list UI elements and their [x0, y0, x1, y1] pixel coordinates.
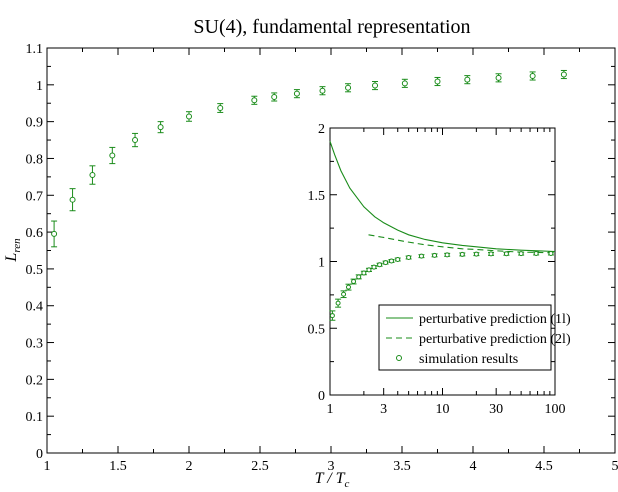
- data-point: [401, 80, 408, 87]
- data-point: [464, 76, 471, 83]
- inset-data-point: [533, 250, 539, 256]
- data-point: [560, 71, 567, 78]
- inset-x-axis: 1 3 10 30 100: [327, 128, 566, 417]
- main-x-axis-label: T / Tc: [315, 470, 350, 490]
- inset-data-point: [432, 252, 438, 258]
- x-tick-label: 3.5: [393, 459, 411, 474]
- inset-data-point: [341, 291, 347, 297]
- y-axis-label-main: L: [3, 253, 20, 263]
- inset-data-point: [351, 279, 357, 285]
- data-point: [495, 74, 502, 81]
- legend-label: simulation results: [419, 352, 518, 367]
- y-tick-label: 0.7: [26, 189, 44, 204]
- y-tick-label: 0.6: [26, 226, 44, 241]
- y-tick-label: 0.2: [26, 373, 44, 388]
- inset-data-point: [366, 267, 372, 273]
- data-point: [529, 72, 536, 79]
- data-point: [132, 137, 139, 144]
- x-axis-label-main: T / T: [315, 470, 346, 487]
- inset-data-point: [488, 251, 494, 257]
- y-tick-label: 0.5: [26, 263, 44, 278]
- inset-x-tick-label: 3: [380, 402, 387, 417]
- inset-data-points: [329, 250, 554, 321]
- inset-data-point: [459, 251, 465, 257]
- inset-data-point: [383, 260, 389, 266]
- data-point: [345, 84, 352, 91]
- data-point: [434, 78, 441, 85]
- inset-data-point: [371, 264, 377, 270]
- y-tick-label: 0.1: [26, 410, 44, 425]
- inset-x-tick-label: 30: [489, 402, 503, 417]
- chart-title: SU(4), fundamental representation: [193, 16, 470, 38]
- x-tick-label: 4.5: [535, 459, 553, 474]
- inset-data-point: [406, 254, 412, 260]
- data-point: [109, 152, 116, 159]
- data-point: [372, 82, 379, 89]
- inset-data-point: [356, 274, 362, 280]
- inset-data-point: [345, 284, 351, 290]
- legend-label: perturbative prediction (2l): [419, 332, 571, 347]
- inset-x-tick-label: 1: [327, 402, 334, 417]
- inset-data-point: [395, 256, 401, 262]
- legend-marker: [396, 355, 402, 361]
- inset-data-point: [444, 252, 450, 258]
- inset-data-point: [377, 262, 383, 268]
- inset-data-point: [418, 253, 424, 259]
- x-tick-label: 4: [470, 459, 477, 474]
- y-axis-label-subscript: ren: [11, 238, 23, 253]
- main-y-axis: 0 0.1 0.2 0.3 0.4 0.5 0.6 0.7 0.8 0.9 1 1.1: [26, 42, 615, 462]
- inset-x-tick-label: 10: [436, 402, 450, 417]
- data-point: [89, 172, 96, 179]
- inset-data-point: [361, 270, 367, 276]
- inset-legend: perturbative prediction (1l) perturbative…: [378, 304, 571, 371]
- y-tick-label: 1.1: [26, 42, 44, 57]
- x-tick-label: 5: [612, 459, 618, 474]
- data-point: [293, 90, 300, 97]
- inset-y-tick-label: 1: [318, 256, 325, 271]
- data-point: [157, 124, 164, 131]
- main-x-axis: 1 1.5 2 2.5 3 3.5 4 4.5 5: [44, 48, 618, 474]
- inset-y-tick-label: 1.5: [308, 189, 326, 204]
- inset-data-point: [388, 258, 394, 264]
- inset-data-point: [329, 313, 335, 319]
- data-point: [186, 113, 192, 120]
- inset-curves: [329, 141, 556, 254]
- y-tick-label: 1: [36, 79, 43, 94]
- inset-y-tick-label: 2: [318, 122, 325, 137]
- main-y-axis-label: Lren: [3, 238, 23, 263]
- inset-data-point: [335, 300, 341, 306]
- data-point: [319, 87, 326, 94]
- legend-label: perturbative prediction (1l): [419, 312, 571, 327]
- inset-y-tick-label: 0: [318, 389, 325, 404]
- main-data-points: [51, 69, 567, 248]
- y-tick-label: 0.3: [26, 337, 44, 352]
- data-point: [271, 93, 278, 100]
- data-point: [217, 105, 224, 112]
- y-tick-label: 0: [36, 447, 43, 462]
- data-point: [51, 230, 58, 237]
- y-tick-label: 0.4: [26, 300, 44, 315]
- inset-data-point: [503, 251, 509, 257]
- inset-data-point: [548, 250, 554, 256]
- x-tick-label: 3: [328, 459, 335, 474]
- one-loop-prediction-line: [329, 141, 556, 253]
- x-tick-label: 1: [44, 459, 51, 474]
- y-tick-label: 0.9: [26, 116, 44, 131]
- two-loop-prediction-line: [368, 234, 556, 254]
- inset-x-tick-label: 100: [545, 402, 566, 417]
- x-axis-label-subscript: c: [345, 478, 350, 490]
- x-tick-label: 2.5: [251, 459, 269, 474]
- x-tick-label: 1.5: [109, 459, 127, 474]
- inset-y-axis: 0 0.5 1 1.5 2: [308, 122, 555, 404]
- y-tick-label: 0.8: [26, 152, 44, 167]
- data-point: [69, 196, 76, 203]
- x-tick-label: 2: [186, 459, 193, 474]
- inset-y-tick-label: 0.5: [308, 322, 326, 337]
- inset-data-point: [473, 251, 479, 257]
- data-point: [251, 97, 258, 104]
- inset-data-point: [518, 251, 524, 257]
